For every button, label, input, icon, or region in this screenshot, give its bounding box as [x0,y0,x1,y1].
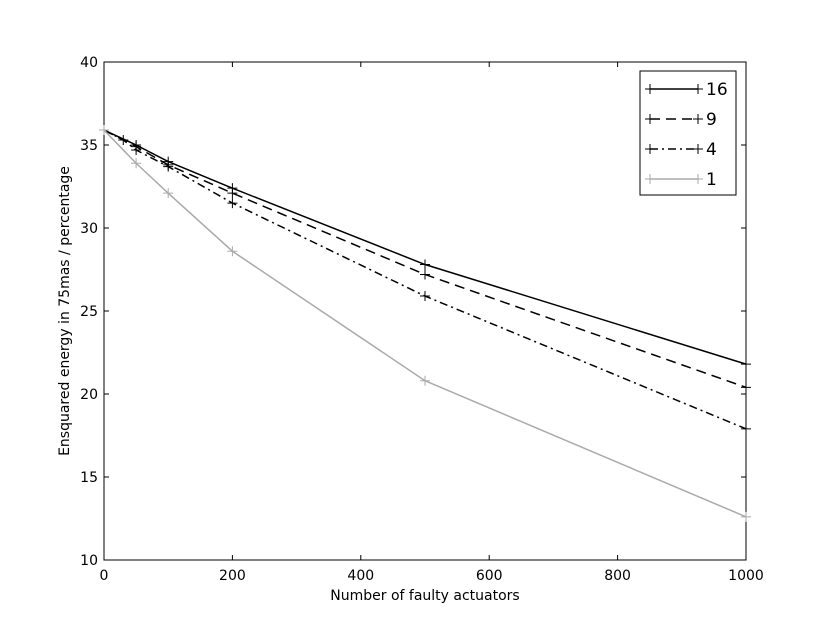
legend-marker [645,114,655,124]
data-point-marker [131,158,142,169]
data-point-marker [163,161,174,172]
y-axis-label: Ensquared energy in 75mas / percentage [57,166,73,456]
x-axis-label: Number of faulty actuators [330,588,519,604]
legend-label: 9 [706,110,717,130]
series-line [103,129,747,518]
data-point-marker [99,125,109,136]
legend-marker [693,174,703,184]
legend-marker [693,84,703,94]
data-point-marker [227,188,238,199]
plot-area [103,61,747,561]
data-point-marker [131,144,142,155]
x-tick-label: 600 [476,568,503,584]
series-line [103,129,747,365]
legend-label: 1 [706,170,717,190]
data-point-marker [420,375,430,386]
y-tick-label: 30 [80,221,98,237]
legend-marker [693,144,703,154]
series-4 [99,125,751,434]
data-point-marker [741,359,751,370]
series-1 [99,125,751,522]
y-tick-label: 35 [80,138,98,154]
data-point-marker [163,188,174,199]
y-tick-label: 25 [80,304,98,320]
data-point-marker [227,198,238,209]
legend-marker [645,144,655,154]
data-point-marker [420,291,430,302]
series-lines [99,125,751,522]
x-tick-label: 800 [604,568,631,584]
x-tick-label: 400 [347,568,374,584]
legend-label: 4 [706,140,717,160]
data-point-marker [118,135,129,146]
data-point-marker [741,423,751,434]
y-tick-label: 15 [80,470,98,486]
series-line [103,129,747,389]
legend: 16 9 4 1 [639,70,737,196]
x-tick-label: 1000 [728,568,764,584]
y-tick-label: 20 [80,387,98,403]
y-tick-label: 40 [80,55,98,71]
axes: 0 200 400 600 800 1000 10 15 20 25 30 35 40 [80,55,764,584]
data-point-marker [420,269,430,280]
x-tick-label: 200 [219,568,246,584]
legend-box [639,70,737,196]
legend-label: 16 [706,80,728,100]
legend-marker [645,84,655,94]
data-point-marker [227,246,238,257]
legend-marker [693,114,703,124]
data-point-marker [741,382,751,393]
data-point-marker [420,259,430,270]
x-tick-label: 0 [100,568,109,584]
legend-marker [645,174,655,184]
data-point-marker [741,511,751,522]
y-tick-label: 10 [80,553,98,569]
